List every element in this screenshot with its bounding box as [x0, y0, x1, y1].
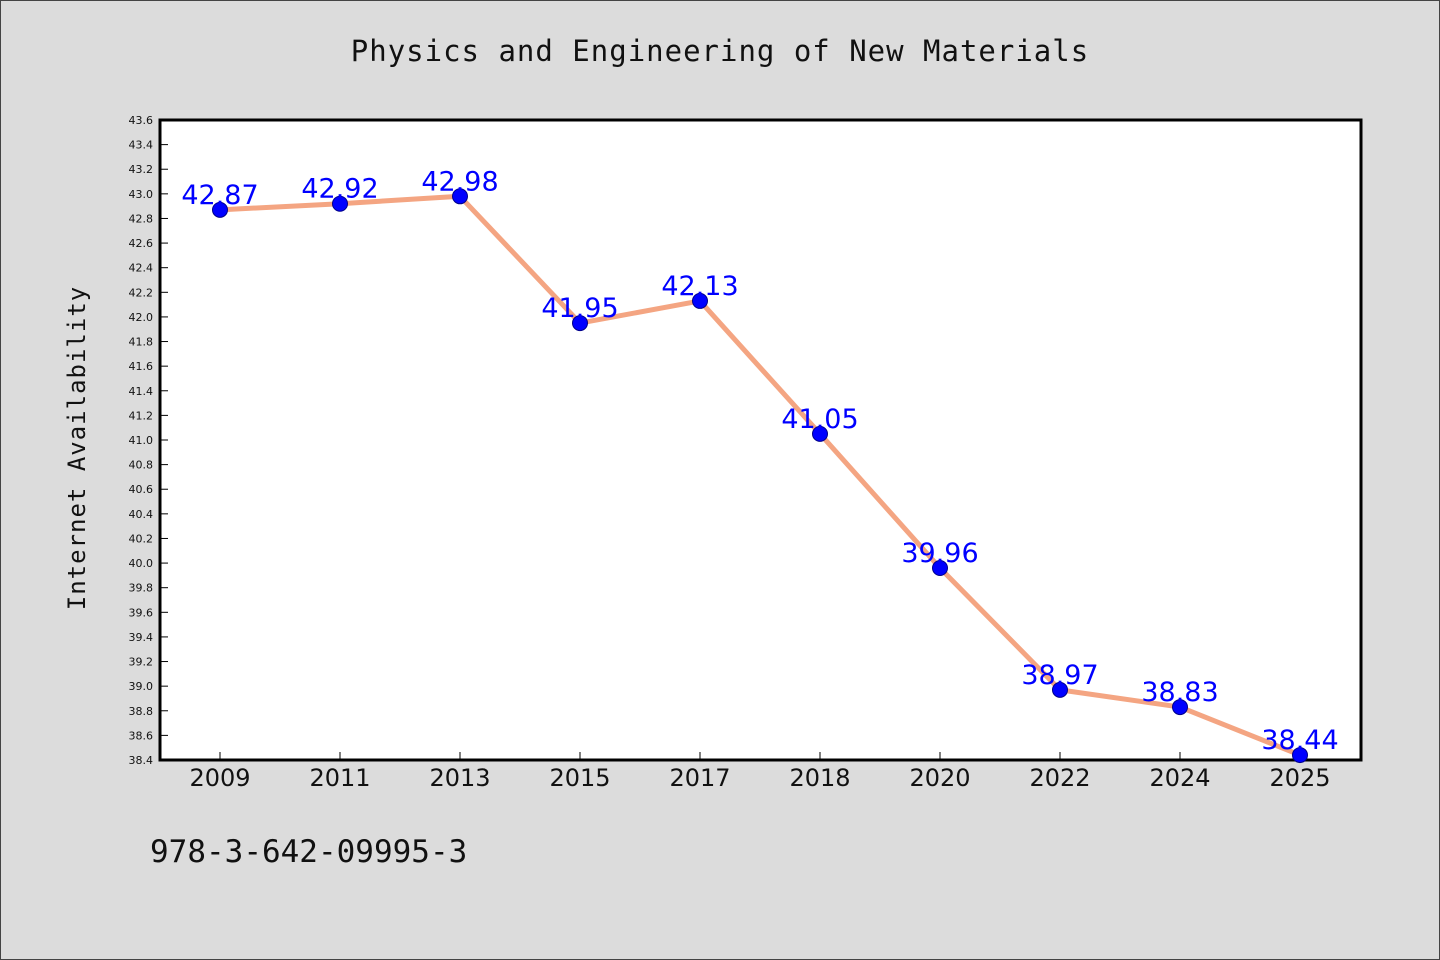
data-point	[932, 560, 948, 576]
y-tick-label: 39.2	[129, 656, 154, 669]
y-tick-label: 42.6	[129, 237, 154, 250]
y-tick-label: 40.4	[129, 508, 154, 521]
data-point	[1052, 681, 1068, 698]
y-tick-label: 38.8	[129, 705, 154, 718]
y-axis: 38.4 38.6 38.8 39.0 39.2 39.4 39.6 39.8 40.0 40.2…	[129, 114, 168, 767]
data-label: 42.87	[181, 180, 258, 211]
y-tick-label: 39.0	[129, 680, 154, 693]
y-tick-label: 40.6	[129, 483, 154, 496]
y-tick-label: 40.0	[129, 557, 154, 570]
data-label: 38.97	[1021, 660, 1098, 691]
x-tick-label: 2020	[909, 764, 970, 792]
data-point	[692, 292, 708, 309]
x-tick-label: 2017	[669, 764, 730, 792]
y-tick-label: 39.4	[129, 631, 154, 644]
data-point	[1292, 747, 1308, 764]
y-tick-label: 42.4	[129, 262, 154, 275]
y-tick-label: 40.2	[129, 532, 154, 545]
y-tick-label: 38.4	[129, 754, 154, 767]
x-tick-label: 2013	[429, 764, 490, 792]
data-label: 39.96	[901, 538, 978, 569]
data-label: 42.98	[421, 166, 498, 197]
y-tick-label: 42.2	[129, 286, 154, 299]
y-tick-label: 42.8	[129, 212, 154, 225]
plot-area	[158, 118, 1363, 762]
y-axis-label: Internet Availability	[63, 286, 91, 610]
isbn-text: 978-3-642-09995-3	[150, 834, 468, 870]
data-point	[212, 201, 228, 218]
series-group: 42.87 42.92 42.98 41.95 42.13 41.05 39.96 38.97…	[181, 166, 1339, 764]
y-tick-label: 39.8	[129, 582, 154, 595]
y-tick-label: 43.2	[129, 163, 154, 176]
y-tick-label: 41.0	[129, 434, 154, 447]
y-tick-label: 41.4	[129, 385, 154, 398]
x-tick-label: 2025	[1269, 764, 1330, 792]
x-tick-label: 2015	[549, 764, 610, 792]
x-tick-label: 2024	[1149, 764, 1210, 792]
y-tick-label: 41.2	[129, 409, 154, 422]
x-axis: 2009 2011 2013 2015 2017 2018 2020 2022 2024 2025	[189, 752, 1331, 792]
y-tick-label: 41.8	[129, 336, 154, 349]
y-tick-label: 40.8	[129, 459, 154, 472]
data-label: 41.95	[541, 293, 618, 324]
y-tick-label: 39.6	[129, 606, 154, 619]
data-point	[332, 195, 348, 212]
series-line	[219, 193, 1301, 758]
chart-title: Physics and Engineering of New Materials	[350, 34, 1090, 68]
data-point	[452, 188, 468, 205]
data-label: 42.13	[661, 271, 738, 302]
x-tick-label: 2011	[309, 764, 370, 792]
y-tick-label: 41.6	[129, 360, 154, 373]
data-label: 41.05	[781, 404, 858, 435]
data-label: 38.44	[1261, 725, 1338, 756]
y-tick-label: 42.0	[129, 311, 154, 324]
data-label: 38.83	[1141, 677, 1218, 708]
data-point	[572, 315, 588, 332]
data-label: 42.92	[301, 174, 378, 205]
x-tick-label: 2009	[189, 764, 250, 792]
y-tick-label: 43.4	[129, 139, 154, 152]
y-tick-label: 43.6	[129, 114, 154, 127]
y-tick-label: 38.6	[129, 729, 154, 742]
data-point	[812, 425, 828, 442]
y-tick-label: 43.0	[129, 188, 154, 201]
x-tick-label: 2018	[789, 764, 850, 792]
x-tick-label: 2022	[1029, 764, 1090, 792]
data-point	[1172, 699, 1188, 716]
